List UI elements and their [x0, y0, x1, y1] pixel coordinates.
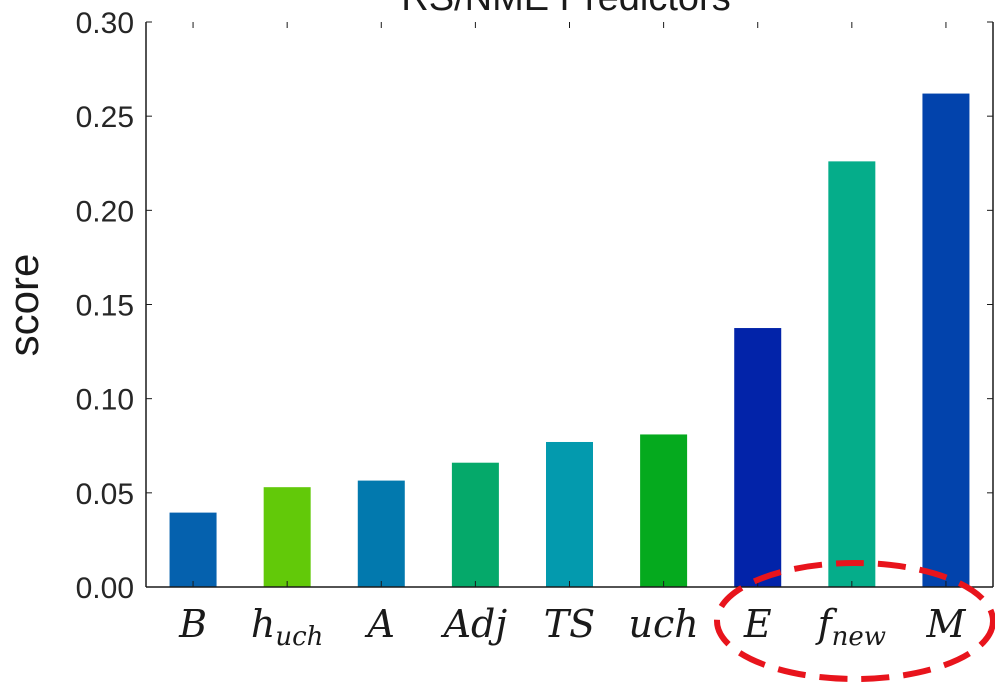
x-tick-label-2: A: [365, 602, 395, 646]
bar-2: [357, 480, 405, 587]
y-tick-label-5: 0.25: [76, 101, 134, 134]
bar-4: [546, 441, 593, 587]
y-tick-label-4: 0.20: [76, 195, 134, 228]
x-tick-label-8: M: [925, 602, 966, 646]
x-tick-label-0: B: [178, 602, 207, 646]
x-tick-label-7: fnew: [815, 602, 886, 652]
y-tick-label-6: 0.30: [76, 7, 134, 40]
x-tick-label-1: huch: [251, 602, 324, 652]
bar-7: [828, 161, 876, 587]
y-tick-label-3: 0.15: [76, 290, 134, 323]
y-tick-label-1: 0.05: [76, 478, 134, 511]
x-tick-label-5: uch: [628, 602, 698, 646]
y-tick-label-2: 0.10: [76, 384, 134, 417]
bar-8: [922, 93, 970, 588]
x-tick-label-4: TS: [544, 602, 595, 646]
bar-5: [640, 434, 688, 587]
bar-6: [734, 328, 782, 587]
chart-title: RS/NME Predictors: [401, 0, 730, 19]
highlight-ellipse: [714, 560, 995, 682]
bar-3: [451, 462, 499, 587]
bar-0: [169, 512, 217, 587]
x-tick-label-6: E: [743, 602, 772, 646]
bars-group: [169, 93, 970, 588]
y-axis-label: score: [0, 254, 47, 357]
x-tick-label-3: Adj: [441, 602, 508, 646]
y-axis-ticks: 0.00 0.05 0.10 0.15 0.20 0.25 0.30: [76, 7, 993, 605]
y-tick-label-0: 0.00: [76, 572, 134, 605]
bar-1: [263, 487, 311, 587]
